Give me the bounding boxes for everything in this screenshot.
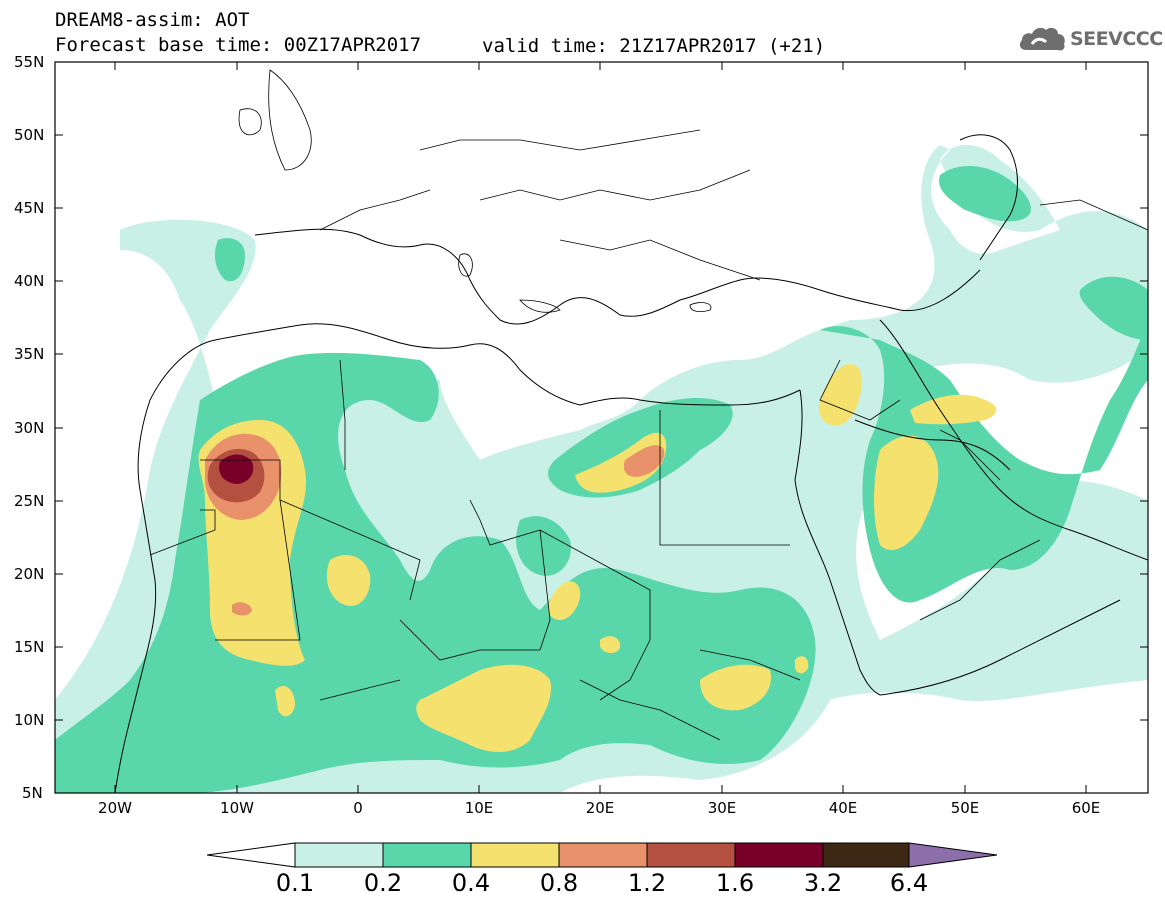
lat-label: 30N xyxy=(14,419,45,437)
lat-label: 35N xyxy=(14,345,45,363)
islands xyxy=(238,69,712,313)
colorbar-low-arrow xyxy=(206,842,296,868)
logo-text: SEEVCCC xyxy=(1070,28,1163,50)
lat-label: 20N xyxy=(14,565,45,583)
colorbar-swatch-6 xyxy=(822,842,910,868)
lat-label: 25N xyxy=(14,492,45,510)
colorbar-swatch-1 xyxy=(382,842,472,868)
colorbar-high-arrow xyxy=(908,842,998,868)
lon-label: 20E xyxy=(585,799,615,817)
colorbar-swatch-5 xyxy=(734,842,824,868)
lon-label: 10E xyxy=(464,799,494,817)
colorbar-label: 0.2 xyxy=(363,869,403,897)
lat-label: 55N xyxy=(14,53,45,71)
lon-label: 50E xyxy=(950,799,980,817)
lat-label: 50N xyxy=(14,126,45,144)
country-borders xyxy=(149,129,1148,741)
lon-label: 0 xyxy=(353,799,363,817)
lon-label: 40E xyxy=(828,799,858,817)
colorbar xyxy=(206,842,998,868)
chart-title: DREAM8-assim: AOT xyxy=(55,9,250,31)
valid-time: valid time: 21Z17APR2017 (+21) xyxy=(482,35,826,57)
colorbar-swatch-4 xyxy=(646,842,736,868)
base-time: Forecast base time: 00Z17APR2017 xyxy=(55,34,422,56)
lat-label: 40N xyxy=(14,272,45,290)
colorbar-label: 0.8 xyxy=(539,869,579,897)
colorbar-label: 6.4 xyxy=(889,869,929,897)
colorbar-label: 1.6 xyxy=(715,869,755,897)
lon-label: 20W xyxy=(98,799,132,817)
colorbar-label: 1.2 xyxy=(627,869,667,897)
colorbar-swatch-3 xyxy=(558,842,648,868)
lat-label: 15N xyxy=(14,638,45,656)
colorbar-swatch-0 xyxy=(294,842,384,868)
aot-layer-16 xyxy=(219,454,254,484)
lat-label: 45N xyxy=(14,199,45,217)
coastlines xyxy=(114,134,1148,793)
lon-label: 60E xyxy=(1071,799,1101,817)
lon-label: 10W xyxy=(220,799,254,817)
colorbar-label: 3.2 xyxy=(803,869,843,897)
colorbar-label: 0.1 xyxy=(275,869,315,897)
tick-marks xyxy=(55,61,1148,793)
colorbar-label: 0.4 xyxy=(451,869,491,897)
lat-label: 10N xyxy=(14,711,45,729)
cloud-icon xyxy=(1019,27,1065,51)
lon-label: 30E xyxy=(707,799,737,817)
colorbar-swatch-2 xyxy=(470,842,560,868)
lat-label: 5N xyxy=(22,784,43,802)
seevccc-logo: SEEVCCC xyxy=(1018,22,1163,58)
